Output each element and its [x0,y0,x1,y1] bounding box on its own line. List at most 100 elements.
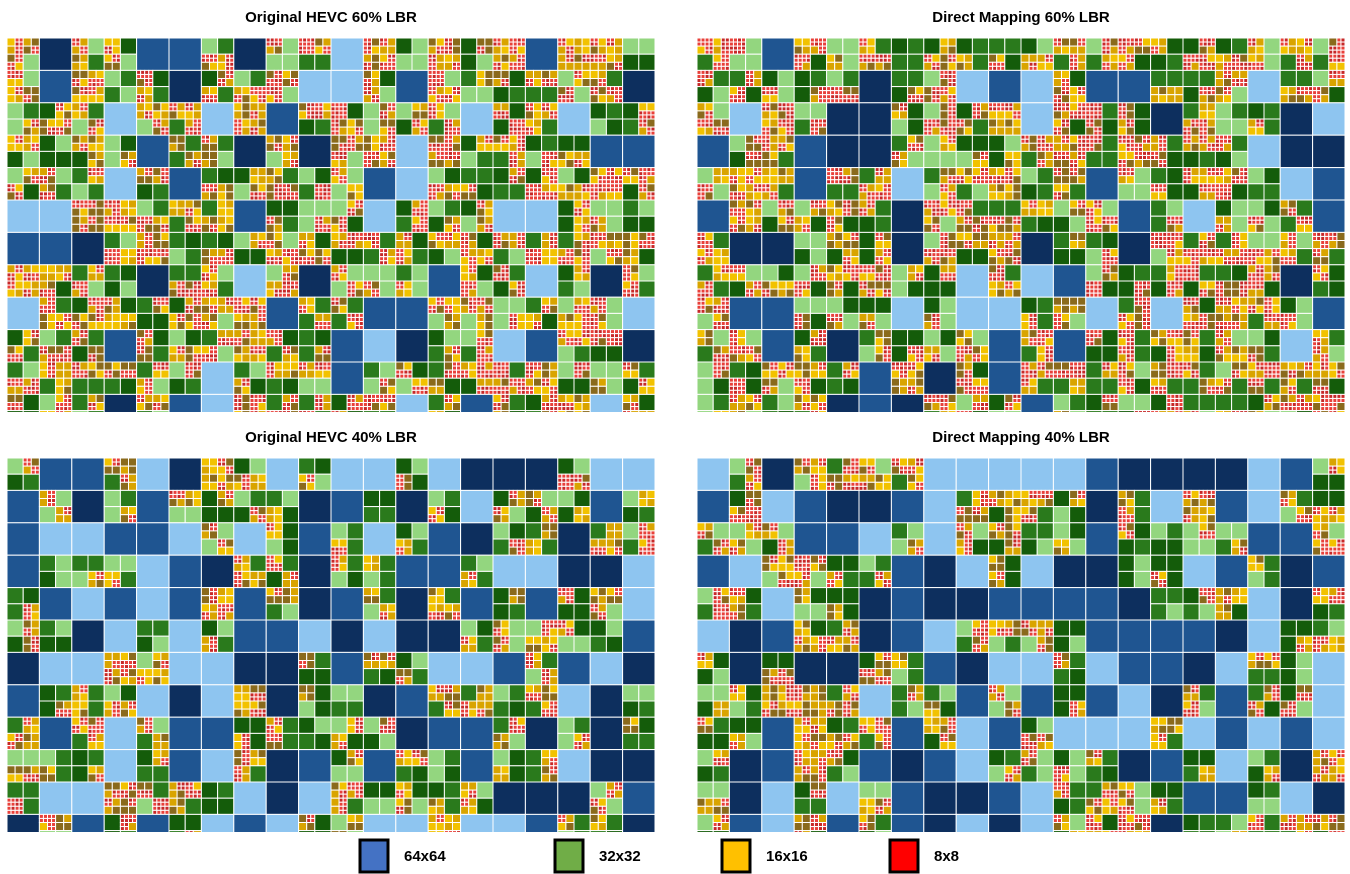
coding-block [52,289,56,293]
coding-block [274,192,278,196]
coding-block [477,249,485,257]
coding-block [68,317,72,321]
coding-block [331,160,339,168]
coding-block [444,38,448,42]
coding-block [509,103,525,119]
coding-block [534,188,538,192]
coding-block [534,253,538,257]
coding-block [529,79,533,83]
coding-block [145,103,153,111]
coding-block [372,403,380,411]
coding-block [566,261,570,265]
coding-block [505,374,509,378]
coding-block [388,394,392,398]
coding-block [238,338,242,342]
coding-block [570,407,574,411]
coding-block [444,62,452,70]
coding-block [141,346,145,350]
coding-block [550,196,554,200]
coding-block [766,139,770,143]
coding-block [7,362,23,378]
coding-block [363,241,371,249]
coding-block [940,79,948,87]
coding-block [639,127,647,135]
coding-block [133,370,137,374]
coding-block [1021,103,1053,135]
coding-block [327,50,331,54]
coding-block [762,147,766,151]
coding-block [1005,151,1013,159]
coding-block [623,403,631,411]
coding-block [72,54,80,62]
coding-block [453,135,461,143]
coding-block [1122,62,1126,66]
coding-block [647,103,655,111]
coding-block [900,151,908,159]
coding-block [705,111,709,115]
coding-block [258,394,262,398]
coding-block [908,103,924,119]
coding-block [355,394,363,402]
coding-block [972,111,976,115]
coding-block [88,135,96,143]
coding-block [1228,62,1232,66]
coding-block [542,103,546,107]
coding-block [56,378,64,386]
coding-block [266,184,274,192]
coding-block [469,261,473,265]
coding-block [64,370,72,378]
coding-block [493,232,497,236]
coding-block [1159,95,1167,103]
coding-block [517,54,521,58]
coding-block [952,83,956,87]
coding-block [428,241,436,249]
coding-block [1240,79,1244,83]
coding-block [351,285,355,289]
coding-block [1240,83,1244,87]
coding-block [1118,70,1150,102]
coding-block [210,99,214,103]
coding-block [372,293,376,297]
coding-block [108,216,112,220]
coding-block [72,46,80,54]
coding-block [529,107,533,111]
coding-block [145,83,149,87]
coding-block [610,249,614,253]
coding-block [546,168,550,172]
coding-block [112,208,116,212]
coding-block [323,354,331,362]
coding-block [619,342,623,346]
coding-block [598,313,606,321]
coding-block [363,407,367,411]
coding-block [742,95,746,99]
coding-block [1333,58,1337,62]
coding-block [606,184,610,188]
coding-block [363,394,367,398]
coding-block [534,103,542,111]
coding-block [242,334,246,338]
coding-block [96,313,100,317]
coding-block [258,245,262,249]
coding-block [266,224,274,232]
coding-block [185,228,189,232]
coding-block [758,139,762,143]
coding-block [197,317,201,321]
coding-block [1029,66,1033,70]
coding-block [258,87,262,91]
coding-block [1337,74,1341,78]
coding-block [137,103,145,111]
coding-block [1333,74,1337,78]
coding-block [875,58,879,62]
coding-block [1228,87,1232,91]
coding-block [76,370,80,374]
coding-block [473,269,477,273]
coding-block [1053,160,1061,168]
coding-block [116,253,120,257]
coding-block [1118,42,1122,46]
coding-block [566,394,574,402]
coding-block [627,265,631,269]
coding-block [1078,91,1082,95]
coding-block [912,143,916,147]
coding-block [149,382,153,386]
coding-block [388,151,396,159]
